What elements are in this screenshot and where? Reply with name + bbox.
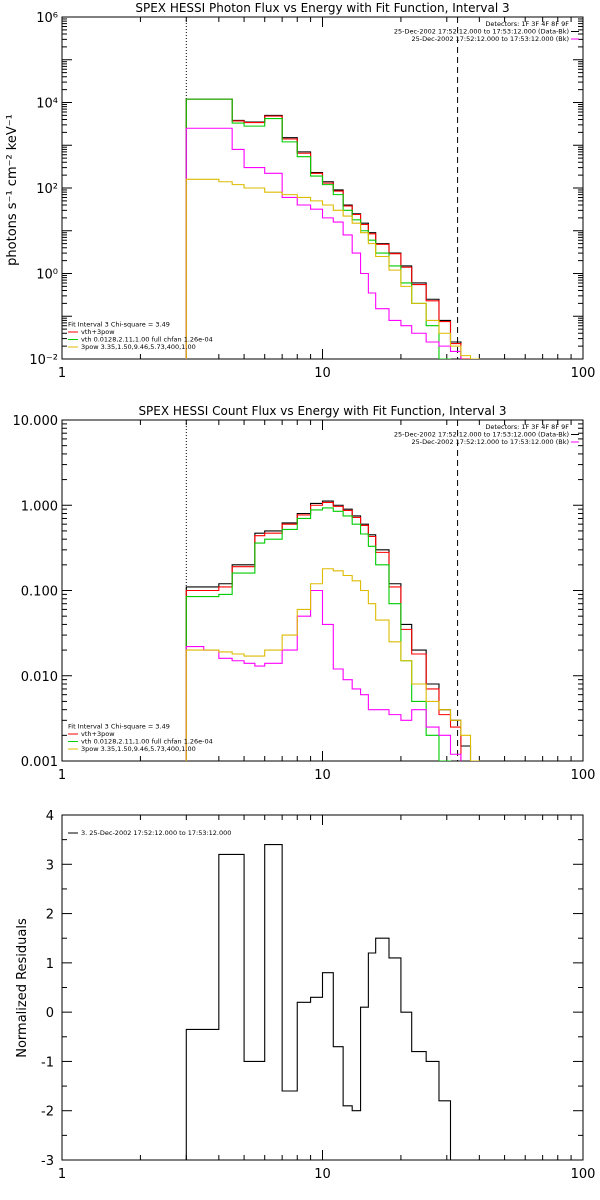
chart-panel-1: SPEX HESSI Photon Flux vs Energy with Fi… bbox=[5, 1, 595, 381]
annotation-line: Detectors: 1F 3F 4F 8F 9F bbox=[485, 423, 569, 431]
legend: Fit Interval 3 Chi-square = 3.49vth+3pow… bbox=[68, 723, 213, 753]
annotation-line: 25-Dec-2002 17:52:12.000 to 17:53:12.000… bbox=[394, 28, 569, 36]
annotation-line: 25-Dec-2002 17:52:12.000 to 17:53:12.000… bbox=[394, 431, 569, 439]
x-tick-label: 10 bbox=[314, 366, 331, 381]
x-tick-label: 1 bbox=[58, 768, 66, 783]
y-tick-label: 0.010 bbox=[21, 670, 58, 685]
x-tick-label: 10 bbox=[314, 1167, 331, 1182]
plot-frame bbox=[61, 16, 584, 360]
series-line-2 bbox=[185, 501, 462, 761]
y-tick-label: 1.000 bbox=[21, 499, 58, 514]
series-line-4 bbox=[185, 589, 462, 761]
y-tick-label: 1 bbox=[46, 957, 54, 972]
y-axis-label: photons s⁻¹ cm⁻² keV⁻¹ bbox=[5, 114, 20, 266]
legend-entry: 3. 25-Dec-2002 17:52:12.000 to 17:53:12.… bbox=[81, 829, 231, 837]
y-tick-label: 0 bbox=[46, 1006, 54, 1021]
x-axis: 1 10 100 bbox=[58, 815, 596, 1182]
legend-entry: vth 0.0128,2.11,1.00 full chfan 1.26e-04 bbox=[81, 738, 213, 746]
legend: Fit Interval 3 Chi-square = 3.49vth+3pow… bbox=[68, 321, 213, 351]
y-axis: 10⁻² 10⁰ 10² 10⁴ 10⁶ bbox=[29, 11, 583, 368]
series-line-3 bbox=[185, 98, 452, 359]
chart-title: SPEX HESSI Count Flux vs Energy with Fit… bbox=[138, 404, 506, 418]
legend-entry: Fit Interval 3 Chi-square = 3.49 bbox=[68, 723, 170, 731]
y-tick-label: -3 bbox=[41, 1154, 54, 1169]
y-tick-label: 10.000 bbox=[13, 414, 59, 429]
x-tick-label: 10 bbox=[314, 768, 331, 783]
y-tick-label: -2 bbox=[41, 1105, 54, 1120]
y-axis: -3 -2 -1 0 1 2 3 4 bbox=[41, 809, 583, 1169]
annotation-line: 25-Dec-2002 17:52:12.000 to 17:53:12.000… bbox=[412, 35, 570, 43]
series-line-5 bbox=[185, 178, 480, 359]
y-tick-label: 2 bbox=[46, 908, 54, 923]
legend-entry: vth+3pow bbox=[81, 730, 115, 738]
legend-entry: 3pow 3.35,1.50,9.46,5.73,400,1.00 bbox=[81, 745, 196, 753]
y-axis: 0.001 0.010 0.100 1.000 10.000 bbox=[13, 414, 583, 770]
legend-entry: vth 0.0128,2.11,1.00 full chfan 1.26e-04 bbox=[81, 336, 213, 344]
y-tick-label: 3 bbox=[46, 858, 54, 873]
y-tick-label: 0.100 bbox=[21, 585, 58, 600]
y-tick-label: 10² bbox=[36, 182, 58, 197]
x-tick-label: 1 bbox=[58, 366, 66, 381]
y-axis-label: Normalized Residuals bbox=[15, 918, 30, 1058]
chart-panel-2: SPEX HESSI Count Flux vs Energy with Fit… bbox=[13, 404, 596, 783]
series-line-5 bbox=[185, 568, 480, 761]
series-group bbox=[185, 844, 462, 1160]
x-tick-label: 100 bbox=[571, 1167, 596, 1182]
series-group bbox=[185, 500, 480, 761]
legend-entry: 3pow 3.35,1.50,9.46,5.73,400,1.00 bbox=[81, 343, 196, 351]
y-tick-label: 4 bbox=[46, 809, 54, 824]
chart-panel-3: 1 10 100 -3 -2 -1 0 1 2 3 4 Normalized Residuals 3. … bbox=[15, 809, 595, 1182]
legend-entry: Fit Interval 3 Chi-square = 3.49 bbox=[68, 321, 170, 329]
y-tick-label: -1 bbox=[41, 1055, 54, 1070]
y-tick-label: 10⁰ bbox=[36, 268, 58, 283]
x-tick-label: 1 bbox=[58, 1167, 66, 1182]
x-tick-label: 100 bbox=[571, 366, 596, 381]
series-line-1 bbox=[185, 98, 472, 359]
series-line-1 bbox=[185, 844, 462, 1160]
y-tick-label: 0.001 bbox=[21, 755, 58, 770]
y-tick-label: 10⁴ bbox=[36, 97, 58, 112]
series-group bbox=[185, 98, 480, 359]
annotation-line: Detectors: 1F 3F 4F 8F 9F bbox=[485, 20, 569, 28]
series-line-3 bbox=[185, 507, 452, 761]
y-tick-label: 10⁻² bbox=[29, 353, 58, 368]
x-tick-label: 100 bbox=[571, 768, 596, 783]
series-line-2 bbox=[185, 98, 472, 359]
annotation-line: 25-Dec-2002 17:52:12.000 to 17:53:12.000… bbox=[412, 438, 570, 446]
y-tick-label: 10⁶ bbox=[36, 11, 58, 26]
legend: 3. 25-Dec-2002 17:52:12.000 to 17:53:12.… bbox=[68, 829, 231, 837]
legend-entry: vth+3pow bbox=[81, 328, 115, 336]
chart-title: SPEX HESSI Photon Flux vs Energy with Fi… bbox=[135, 1, 509, 15]
series-line-4 bbox=[185, 127, 462, 359]
